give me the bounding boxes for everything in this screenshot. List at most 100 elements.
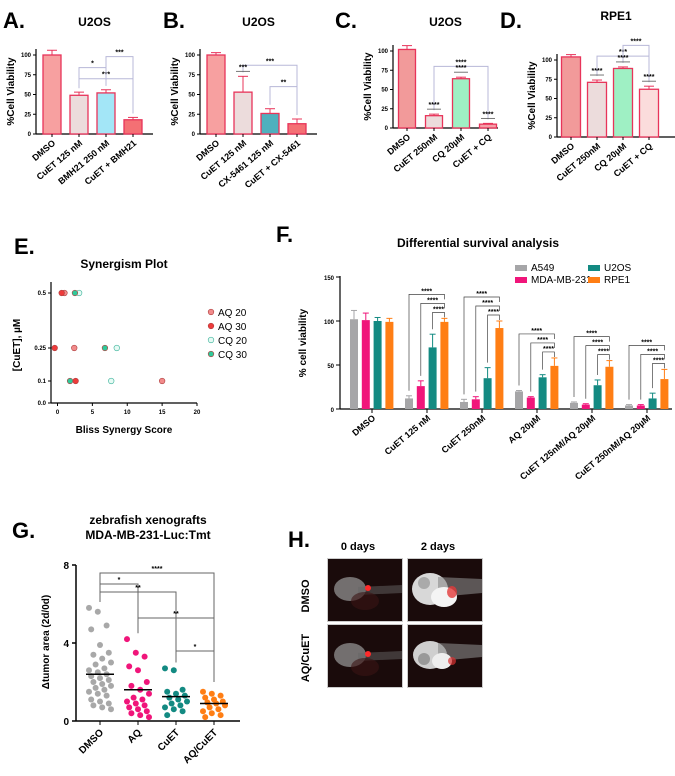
panel-g-point — [202, 694, 209, 701]
panel-g-point — [202, 714, 209, 721]
panel-g-point — [108, 682, 114, 689]
panel-f-x-tick-label: CuET 250nM — [439, 413, 487, 455]
panel-g-point — [92, 684, 99, 691]
panel-d-y-axis-label: %Cell Viability — [527, 61, 538, 130]
panel-c-bar — [478, 123, 498, 129]
panel-g-point — [101, 665, 108, 672]
panel-c-bar — [424, 115, 444, 129]
panel-g-point — [200, 688, 206, 695]
panel-a-bar — [123, 119, 143, 135]
panel-f-bar — [405, 398, 413, 409]
panel-e-x-axis-label: Bliss Synergy Score — [76, 425, 173, 436]
panel-g-point — [215, 706, 222, 713]
panel-f-y-tick-label: 100 — [324, 320, 335, 326]
panel-f-sig-bracket — [640, 354, 665, 400]
panel-f-sig-label: **** — [427, 297, 438, 304]
panel-f-sig-bracket — [487, 314, 500, 363]
panel-e-point — [58, 289, 65, 297]
panel-a-sig-label: * — [91, 61, 94, 68]
panel-g-point — [90, 679, 97, 685]
panel-g-point — [108, 659, 114, 666]
panel-f-sig-label: **** — [592, 340, 603, 347]
panel-f-bar — [440, 321, 449, 409]
panel-d-sig-label: **** — [631, 38, 642, 45]
panel-g-point — [99, 704, 106, 711]
panel-g-point — [88, 626, 95, 633]
panel-c-sig-bracket — [433, 65, 489, 120]
panel-d-sig-label: **** — [644, 74, 655, 81]
panel-g-point — [94, 608, 101, 615]
panel-g-sig-bracket — [99, 572, 215, 661]
panel-g-point — [88, 696, 95, 703]
panel-g-point — [162, 665, 168, 672]
panel-f-x-tick-label: DMSO — [350, 413, 377, 438]
panel-d-y-tick-label: 25 — [545, 116, 552, 122]
panel-e-legend-label: AQ 20 — [218, 308, 247, 319]
panel-g-point — [132, 700, 139, 707]
panel-b-bar — [233, 91, 253, 135]
panel-b-y-tick-label: 50 — [188, 93, 195, 99]
panel-e-point — [72, 377, 79, 385]
panel-g-point — [97, 641, 103, 648]
panel-g-point — [141, 702, 148, 709]
panel-e-legend-label: AQ 30 — [218, 322, 247, 333]
panel-e-point — [108, 377, 115, 385]
panel-c-y-tick-label: 25 — [381, 107, 388, 113]
panel-b-y-tick-label: 100 — [185, 53, 196, 59]
panel-g-point — [170, 706, 177, 713]
panel-g-point — [126, 663, 133, 670]
panel-e-y-tick-label: 0.5 — [38, 291, 47, 297]
panel-b-title: U2OS — [242, 15, 275, 29]
panel-c-y-axis-label: %Cell Viability — [363, 52, 374, 121]
panel-a-y-tick-label: 25 — [24, 112, 31, 118]
panel-g-point — [105, 700, 112, 707]
panel-g-x-tick-label: AQ/CuET — [181, 727, 220, 766]
fish-image-dmso-2d — [407, 558, 483, 622]
panel-f-legend-label: A549 — [531, 263, 555, 274]
panel-b-sig-bracket — [269, 86, 298, 115]
panel-b-sig-label: ** — [281, 80, 287, 87]
panel-g-point — [135, 667, 141, 674]
panel-b-label: B. — [163, 8, 185, 33]
panel-g-sig-label: * — [118, 577, 121, 584]
panel-g-point — [184, 698, 190, 705]
panel-f-legend-label: U2OS — [604, 263, 632, 274]
panel-f-bar — [625, 405, 633, 409]
panel-a-y-tick-label: 100 — [21, 53, 32, 59]
panel-g-y-tick-label: 4 — [63, 639, 69, 650]
panel-f-sig-bracket — [573, 336, 610, 397]
panel-f-bar — [636, 405, 645, 409]
panel-d-bar — [586, 81, 608, 138]
panel-g-point — [146, 690, 152, 697]
panel-g-sig-label: ** — [135, 585, 141, 592]
panel-g-point — [217, 712, 224, 719]
column-label-2-days: 2 days — [420, 541, 456, 553]
fish-image-dmso-0d — [327, 558, 403, 622]
panel-a-bar — [69, 94, 89, 135]
panel-f-sig-bracket — [408, 294, 445, 391]
panel-g-point — [101, 686, 108, 693]
panel-g-point — [166, 694, 173, 701]
panel-f-sig-label: **** — [537, 337, 548, 344]
panel-a-label: A. — [3, 8, 25, 33]
panel-d-bar — [638, 88, 660, 138]
panel-g-x-tick-label: DMSO — [77, 727, 106, 756]
panel-f-sig-bracket — [432, 312, 445, 330]
panel-g-title: zebrafish xenografts — [89, 513, 207, 527]
panel-d-bar — [612, 67, 634, 138]
panel-f-legend-label: MDA-MB-231 — [531, 275, 592, 286]
panel-g-point — [124, 698, 130, 705]
panel-f-bar — [526, 397, 535, 409]
panel-g-x-tick-label: CuET — [156, 727, 182, 753]
fish-image-aqcuet-0d — [327, 624, 403, 688]
panel-e-x-tick-label: 5 — [91, 410, 95, 416]
panel-g-point — [97, 675, 103, 682]
panel-g-point — [126, 704, 133, 711]
panel-f-y-axis-label: % cell viability — [298, 308, 309, 377]
panel-f-bar — [428, 347, 437, 409]
panel-g-point — [105, 649, 112, 656]
panel-g-point — [164, 712, 171, 719]
panel-a-title: U2OS — [78, 15, 111, 29]
panel-g-subtitle: MDA-MB-231-Luc:Tmt — [85, 528, 210, 542]
panel-g-point — [124, 636, 130, 643]
